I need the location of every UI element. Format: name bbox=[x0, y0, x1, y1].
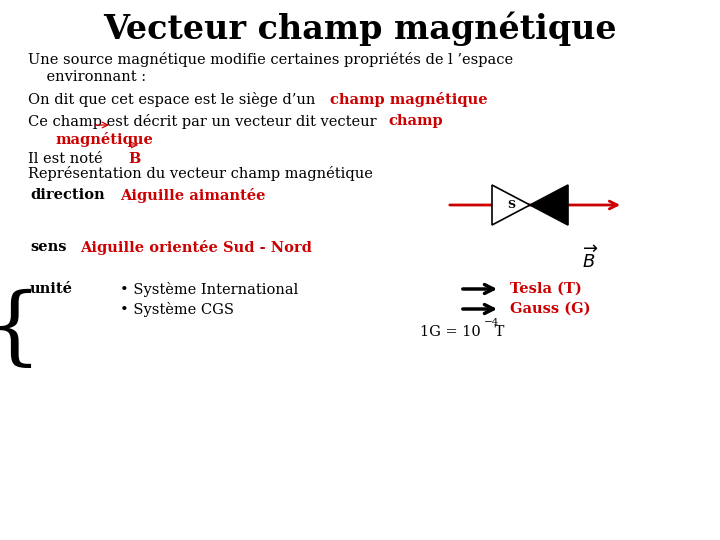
Text: B: B bbox=[128, 152, 140, 166]
Text: Il est noté: Il est noté bbox=[28, 152, 107, 166]
Text: magnétique: magnétique bbox=[55, 132, 153, 147]
Text: direction: direction bbox=[30, 188, 104, 202]
Polygon shape bbox=[492, 185, 530, 225]
Text: Gauss (G): Gauss (G) bbox=[510, 302, 590, 316]
Text: 1G = 10: 1G = 10 bbox=[420, 325, 481, 339]
Text: Représentation du vecteur champ magnétique: Représentation du vecteur champ magnétiq… bbox=[28, 166, 373, 181]
Text: $\overrightarrow{B}$: $\overrightarrow{B}$ bbox=[582, 245, 598, 272]
Text: Vecteur champ magnétique: Vecteur champ magnétique bbox=[103, 12, 617, 46]
Text: Aiguille orientée Sud - Nord: Aiguille orientée Sud - Nord bbox=[80, 240, 312, 255]
Text: champ magnétique: champ magnétique bbox=[330, 92, 487, 107]
Text: {: { bbox=[0, 288, 42, 372]
Text: On dit que cet espace est le siège d’un: On dit que cet espace est le siège d’un bbox=[28, 92, 320, 107]
Text: Tesla (T): Tesla (T) bbox=[510, 282, 582, 296]
Text: champ: champ bbox=[388, 114, 443, 128]
Text: Aiguille aimantée: Aiguille aimantée bbox=[120, 188, 266, 203]
Text: sens: sens bbox=[30, 240, 66, 254]
Text: −4: −4 bbox=[484, 318, 500, 327]
Text: • Système International: • Système International bbox=[120, 282, 298, 297]
Text: S: S bbox=[507, 199, 515, 211]
Polygon shape bbox=[530, 185, 568, 225]
Text: Ce champ est décrit par un vecteur dit vecteur: Ce champ est décrit par un vecteur dit v… bbox=[28, 114, 382, 129]
Text: • Système CGS: • Système CGS bbox=[120, 302, 234, 317]
Text: T: T bbox=[490, 325, 505, 339]
Text: Une source magnétique modifie certaines propriétés de l ’espace: Une source magnétique modifie certaines … bbox=[28, 52, 513, 67]
Text: unité: unité bbox=[30, 282, 73, 296]
Text: environnant :: environnant : bbox=[28, 70, 146, 84]
